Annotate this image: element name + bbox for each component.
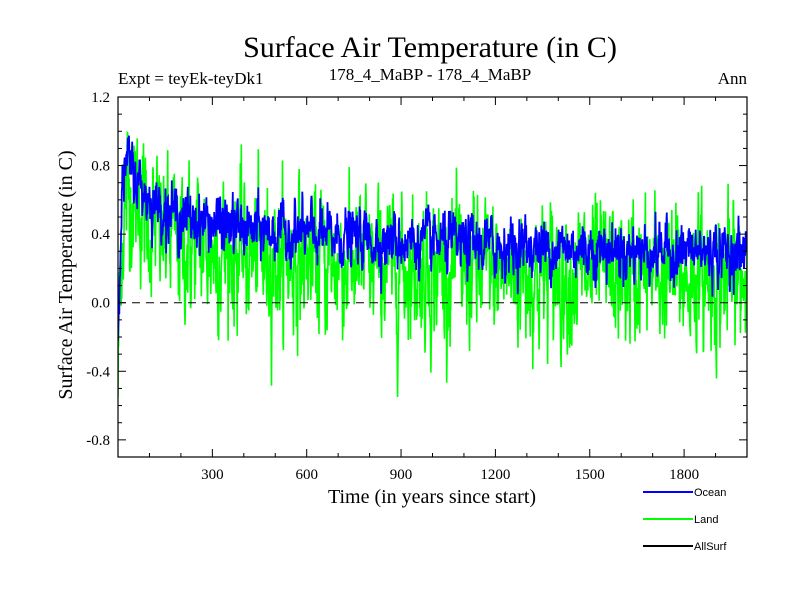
y-axis-label: Surface Air Temperature (in C) xyxy=(55,150,77,399)
y-tick-label: 0.8 xyxy=(91,159,110,175)
x-tick-label: 1800 xyxy=(669,467,699,483)
legend: Ocean Land AllSurf xyxy=(643,487,727,553)
chart-title: Surface Air Temperature (in C) xyxy=(243,31,617,64)
y-tick-label: 1.2 xyxy=(91,90,110,106)
subtitle-center: 178_4_MaBP - 178_4_MaBP xyxy=(329,65,531,84)
legend-label-land: Land xyxy=(694,514,718,526)
series-line-ocean xyxy=(118,135,747,341)
legend-label-ocean: Ocean xyxy=(694,487,726,499)
subtitle-right: Ann xyxy=(718,69,748,88)
y-tick-label: 0.4 xyxy=(91,227,110,243)
x-axis-label: Time (in years since start) xyxy=(328,486,536,508)
legend-label-allsurf: AllSurf xyxy=(694,541,727,553)
y-tick-label: -0.8 xyxy=(86,433,110,449)
x-tick-label: 600 xyxy=(295,467,318,483)
subtitle-left: Expt = teyEk-teyDk1 xyxy=(118,69,264,88)
y-tick-label: 0.0 xyxy=(91,296,110,312)
x-tick-label: 300 xyxy=(201,467,224,483)
x-tick-label: 1200 xyxy=(480,467,510,483)
y-tick-label: -0.4 xyxy=(86,364,110,380)
axis-tick-labels: 300 600 900 1200 1500 1800 -0.8 -0.4 0.0 0.4 0.8 1.… xyxy=(86,90,699,483)
plot-frame xyxy=(117,96,748,458)
x-tick-label: 1500 xyxy=(575,467,605,483)
x-tick-label: 900 xyxy=(390,467,413,483)
axis-ticks xyxy=(118,96,747,458)
